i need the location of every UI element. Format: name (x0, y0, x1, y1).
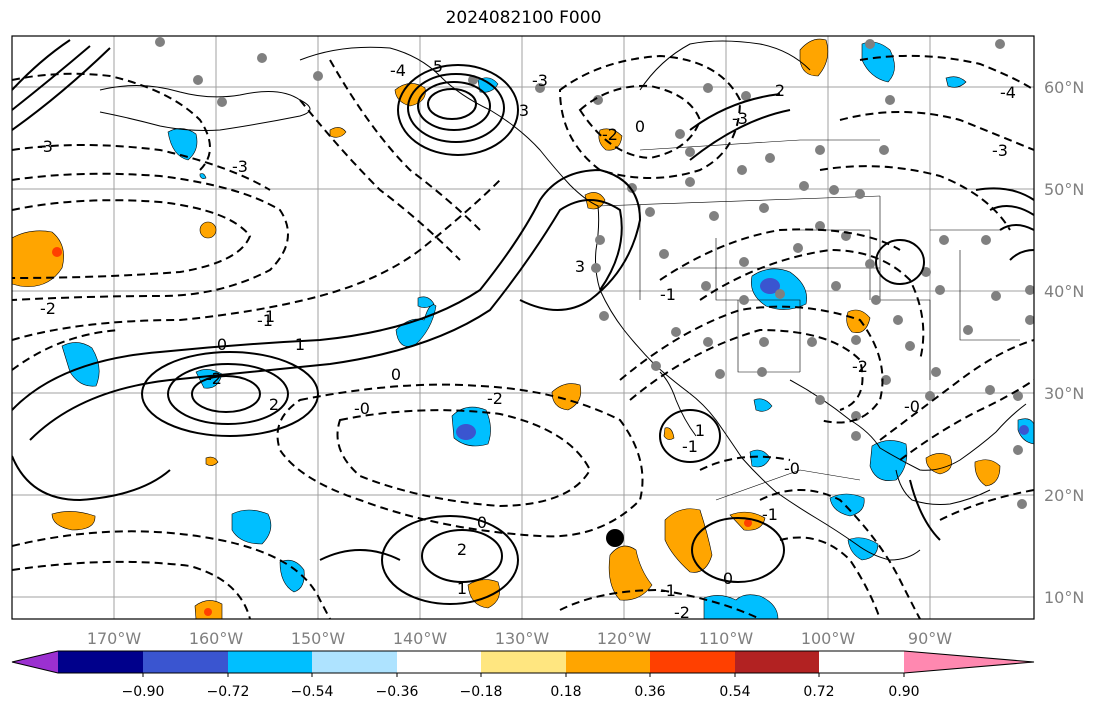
contour-label: 2 (457, 540, 467, 559)
lon-label: 100°W (801, 629, 856, 648)
contour-label: -2 (487, 389, 503, 408)
contour-label: -2 (674, 603, 690, 622)
colorbar-tick-label: 0.90 (888, 684, 919, 700)
contour-label: 1 (695, 421, 705, 440)
state-borders (597, 139, 1020, 501)
longitude-labels: 170°W 160°W 150°W 140°W 130°W 120°W 110°… (87, 629, 952, 648)
contour-label: -2 (206, 369, 222, 388)
lat-label: 30°N (1044, 384, 1084, 403)
positive-anomaly-fills (12, 38, 1001, 619)
colorbar-outline (11, 650, 1035, 674)
colorbar-tick-label: −0.36 (376, 684, 419, 700)
colorbar-tick-label: −0.90 (122, 684, 165, 700)
latitude-labels: 60°N 50°N 40°N 30°N 20°N 10°N (1044, 78, 1084, 607)
contour-label: -3 (37, 137, 53, 156)
colorbar-segment (58, 651, 143, 673)
colorbar-tick-label: 0.54 (719, 684, 750, 700)
lon-label: 90°W (908, 629, 952, 648)
contour-label: -3 (732, 109, 748, 128)
contour-label: -1 (682, 437, 698, 456)
lon-label: 120°W (597, 629, 652, 648)
contour-label: -1 (762, 505, 778, 524)
coastlines (99, 40, 1027, 561)
colorbar-segment (228, 651, 312, 673)
contour-label: 0 (217, 335, 227, 354)
map-plot-area: -3 -3 -2 -1 0 0 1 -2 2 -2 -0 0 -1 -2 1 2… (12, 36, 1034, 622)
contour-label: -4 (1000, 83, 1016, 102)
contour-label: -3 (232, 157, 248, 176)
contour-label: 0 (391, 365, 401, 384)
map-frame (11, 35, 1035, 620)
negative-contours (12, 54, 1034, 619)
colorbar-segment (143, 651, 228, 673)
contour-label: -1 (660, 285, 676, 304)
lat-label: 50°N (1044, 180, 1084, 199)
contour-label: -2 (852, 357, 868, 376)
lon-label: 140°W (393, 629, 448, 648)
lon-label: 130°W (495, 629, 550, 648)
colorbar-tick-label: −0.54 (291, 684, 334, 700)
lon-label: 110°W (699, 629, 754, 648)
colorbar (11, 650, 1035, 677)
lat-label: 40°N (1044, 282, 1084, 301)
contour-label: 5 (433, 57, 443, 76)
contour-label: 3 (519, 101, 529, 120)
contour-label: 1 (295, 335, 305, 354)
colorbar-segment (481, 651, 566, 673)
colorbar-segment (735, 651, 819, 673)
contour-labels: -3 -3 -2 -1 0 0 1 -2 2 -2 -0 0 -1 -2 1 2… (37, 57, 1016, 622)
contour-label: 1 (457, 579, 467, 598)
colorbar-tick-label: 0.72 (803, 684, 834, 700)
lon-label: 150°W (291, 629, 346, 648)
colorbar-extend-low (12, 651, 58, 673)
lat-label: 10°N (1044, 588, 1084, 607)
colorbar-segment (397, 651, 481, 673)
contour-label: 3 (575, 257, 585, 276)
contour-label: -3 (992, 141, 1008, 160)
contour-label: -0 (904, 397, 920, 416)
negative-strong-fills (456, 278, 1029, 440)
map-title: 2024082100 F000 (445, 8, 602, 28)
storm-marker (606, 529, 624, 547)
colorbar-extend-high (904, 651, 1034, 673)
contour-label: 0 (635, 117, 645, 136)
contour-label: -3 (532, 71, 548, 90)
colorbar-tick-label: 0.18 (550, 684, 581, 700)
colorbar-tick-label: −0.18 (460, 684, 503, 700)
colorbar-segment (566, 651, 650, 673)
contour-label: 1 (265, 307, 275, 326)
colorbar-tick-labels: −0.90 −0.72 −0.54 −0.36 −0.18 0.18 0.36 … (122, 684, 920, 700)
contour-label: 2 (775, 81, 785, 100)
contour-label: 2 (269, 395, 279, 414)
contour-label: -4 (390, 61, 406, 80)
contour-label: -2 (602, 125, 618, 144)
lon-label: 160°W (189, 629, 244, 648)
contour-label: -2 (40, 299, 56, 318)
contour-label: 0 (477, 513, 487, 532)
colorbar-tick-label: −0.72 (207, 684, 250, 700)
lat-label: 20°N (1044, 486, 1084, 505)
colorbar-tick-label: 0.36 (634, 684, 665, 700)
contour-label: -1 (660, 581, 676, 600)
contour-label: -0 (354, 399, 370, 418)
lat-label: 60°N (1044, 78, 1084, 97)
contour-label: -1 (257, 311, 273, 330)
colorbar-segment (312, 651, 397, 673)
positive-strong-fills (52, 247, 752, 616)
colorbar-segment (650, 651, 735, 673)
lon-label: 170°W (87, 629, 142, 648)
contour-label: -0 (784, 459, 800, 478)
contour-label: 0 (723, 569, 733, 588)
